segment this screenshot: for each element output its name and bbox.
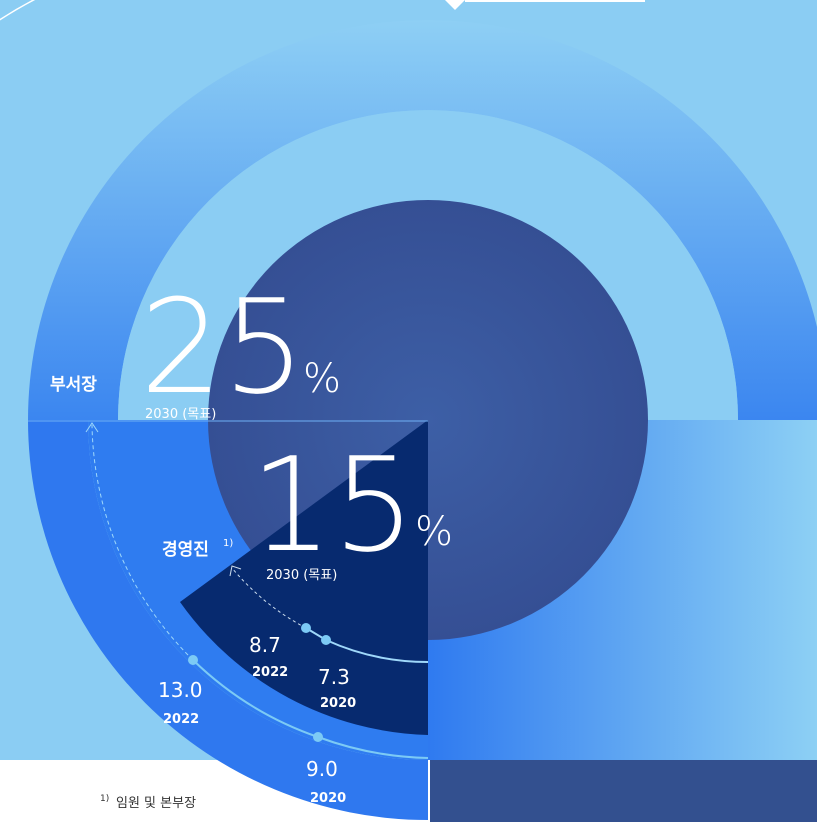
trend-solid	[317, 736, 429, 759]
executive-wedge	[180, 420, 428, 735]
group-label: 부서장	[50, 375, 97, 395]
trend-solid	[192, 659, 319, 738]
arrow	[229, 565, 242, 577]
point-value: 8.7	[249, 633, 281, 657]
footnote-mark: 1)	[100, 794, 109, 804]
point	[313, 732, 323, 742]
point-value: 9.0	[306, 757, 338, 781]
target-value: 15	[250, 429, 415, 581]
unit: %	[415, 509, 453, 555]
target-year: 2030 (목표)	[266, 568, 337, 583]
point-value: 13.0	[158, 678, 203, 702]
ring-top	[28, 20, 817, 420]
footnote-text: 임원 및 본부장	[116, 796, 196, 811]
target-year: 2030 (목표)	[145, 407, 216, 422]
label-note: 1)	[223, 538, 233, 549]
target-value: 25	[140, 271, 305, 423]
group-label: 경영진	[162, 540, 209, 560]
point	[321, 635, 331, 645]
pointer	[445, 0, 465, 10]
arrow	[85, 422, 99, 433]
point	[188, 655, 198, 665]
sea-band	[430, 760, 817, 822]
trend-dashed	[231, 567, 307, 629]
point-year: 2020	[310, 791, 346, 806]
ring-bottom	[28, 420, 428, 820]
point-value: 7.3	[318, 665, 350, 689]
pointer-line	[465, 0, 645, 2]
point-year: 2022	[163, 712, 199, 727]
point-year: 2020	[320, 696, 356, 711]
unit: %	[303, 356, 341, 402]
point-year: 2022	[252, 665, 288, 680]
point	[301, 623, 311, 633]
